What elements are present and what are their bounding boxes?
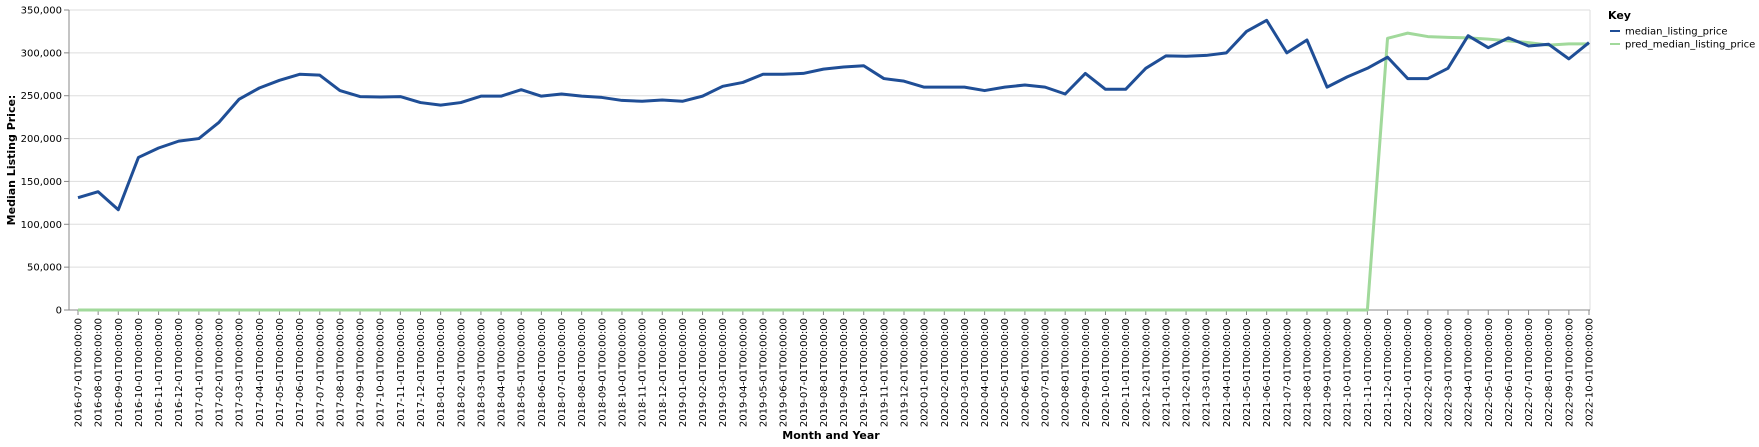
x-tick-label: 2016-09-01T00:00:00 [114, 318, 125, 427]
series-lines [77, 18, 1590, 312]
x-tick-label: 2017-03-01T00:00:00 [235, 318, 246, 427]
x-tick-label: 2019-08-01T00:00:00 [819, 318, 830, 427]
x-tick-label: 2020-11-01T00:00:00 [1121, 318, 1132, 427]
x-tick-label: 2021-06-01T00:00:00 [1262, 318, 1273, 427]
y-tick-label: 50,000 [27, 263, 62, 274]
x-tick-label: 2021-08-01T00:00:00 [1302, 318, 1313, 427]
x-tick-label: 2018-08-01T00:00:00 [577, 318, 588, 427]
x-tick-label: 2017-07-01T00:00:00 [315, 318, 326, 427]
x-tick-label: 2016-07-01T00:00:00 [74, 318, 85, 427]
x-tick-label: 2018-11-01T00:00:00 [638, 318, 649, 427]
x-tick-label: 2017-09-01T00:00:00 [356, 318, 367, 427]
legend-title: Key [1608, 9, 1631, 22]
x-tick-label: 2022-07-01T00:00:00 [1524, 318, 1535, 427]
legend-label: pred_median_listing_price [1625, 40, 1755, 51]
x-tick-label: 2020-07-01T00:00:00 [1041, 318, 1052, 427]
x-tick-label: 2018-02-01T00:00:00 [456, 318, 467, 427]
x-tick-label: 2021-03-01T00:00:00 [1202, 318, 1213, 427]
y-tick-label: 100,000 [21, 220, 62, 231]
x-tick-label: 2019-03-01T00:00:00 [718, 318, 729, 427]
x-tick-label: 2019-07-01T00:00:00 [799, 318, 810, 427]
x-tick-label: 2018-01-01T00:00:00 [436, 318, 447, 427]
x-tick-label: 2018-03-01T00:00:00 [476, 318, 487, 427]
x-tick-label: 2019-12-01T00:00:00 [900, 318, 911, 427]
x-tick-label: 2017-04-01T00:00:00 [255, 318, 266, 427]
x-tick-label: 2021-12-01T00:00:00 [1383, 318, 1394, 427]
x-tick-label: 2021-04-01T00:00:00 [1222, 318, 1233, 427]
x-tick-label: 2022-10-01T00:00:00 [1585, 318, 1596, 427]
x-tick-label: 2020-04-01T00:00:00 [980, 318, 991, 427]
x-tick-label: 2018-05-01T00:00:00 [517, 318, 528, 427]
x-tick-label: 2017-12-01T00:00:00 [416, 318, 427, 427]
x-tick-label: 2022-05-01T00:00:00 [1484, 318, 1495, 427]
y-tick-label: 300,000 [21, 48, 62, 59]
x-tick-label: 2017-01-01T00:00:00 [194, 318, 205, 427]
y-tick-label: 150,000 [21, 177, 62, 188]
x-tick-label: 2022-04-01T00:00:00 [1464, 318, 1475, 427]
x-tick-label: 2017-06-01T00:00:00 [295, 318, 306, 427]
x-tick-label: 2020-09-01T00:00:00 [1081, 318, 1092, 427]
x-tick-label: 2022-01-01T00:00:00 [1403, 318, 1414, 427]
x-tick-label: 2017-10-01T00:00:00 [376, 318, 387, 427]
x-tick-label: 2017-08-01T00:00:00 [335, 318, 346, 427]
x-tick-label: 2018-09-01T00:00:00 [597, 318, 608, 427]
x-tick-label: 2019-02-01T00:00:00 [698, 318, 709, 427]
y-axis-title: Median Listing Price: [5, 95, 18, 226]
x-tick-label: 2021-07-01T00:00:00 [1282, 318, 1293, 427]
x-tick-label: 2018-06-01T00:00:00 [537, 318, 548, 427]
x-tick-label: 2021-02-01T00:00:00 [1182, 318, 1193, 427]
x-tick-label: 2020-05-01T00:00:00 [1000, 318, 1011, 427]
x-tick-label: 2022-08-01T00:00:00 [1544, 318, 1555, 427]
axes [64, 9, 1590, 315]
x-tick-label: 2020-06-01T00:00:00 [1020, 318, 1031, 427]
x-tick-label: 2017-11-01T00:00:00 [396, 318, 407, 427]
x-tick-label: 2019-06-01T00:00:00 [779, 318, 790, 427]
x-tick-label: 2020-08-01T00:00:00 [1061, 318, 1072, 427]
x-tick-label: 2022-03-01T00:00:00 [1443, 318, 1454, 427]
x-tick-label: 2020-10-01T00:00:00 [1101, 318, 1112, 427]
x-tick-label: 2016-11-01T00:00:00 [154, 318, 165, 427]
x-tick-label: 2021-05-01T00:00:00 [1242, 318, 1253, 427]
x-tick-label: 2016-08-01T00:00:00 [94, 318, 105, 427]
legend: Key median_listing_price pred_median_list… [1608, 9, 1755, 51]
x-tick-label: 2018-12-01T00:00:00 [658, 318, 669, 427]
x-tick-label: 2018-04-01T00:00:00 [497, 318, 508, 427]
x-tick-label: 2018-07-01T00:00:00 [557, 318, 568, 427]
y-tick-label: 200,000 [21, 134, 62, 145]
x-tick-label: 2022-02-01T00:00:00 [1423, 318, 1434, 427]
x-tick-label: 2020-02-01T00:00:00 [940, 318, 951, 427]
x-tick-label: 2016-12-01T00:00:00 [174, 318, 185, 427]
series-line-pred_median_listing_price [78, 31, 1589, 312]
y-tick-label: 0 [56, 306, 62, 317]
y-tick-label: 250,000 [21, 91, 62, 102]
x-tick-label: 2021-09-01T00:00:00 [1323, 318, 1334, 427]
y-tick-labels: 0 50,000 100,000 150,000 200,000 250,000 300,0… [21, 6, 62, 317]
x-tick-label: 2021-11-01T00:00:00 [1363, 318, 1374, 427]
x-tick-label: 2017-05-01T00:00:00 [275, 318, 286, 427]
x-tick-label: 2019-05-01T00:00:00 [758, 318, 769, 427]
x-tick-label: 2020-01-01T00:00:00 [920, 318, 931, 427]
gridlines [69, 9, 1591, 311]
x-tick-labels: 2016-07-01T00:00:00 2016-08-01T00:00:00 20… [74, 318, 1596, 427]
x-tick-label: 2019-01-01T00:00:00 [678, 318, 689, 427]
x-tick-label: 2016-10-01T00:00:00 [134, 318, 145, 427]
x-tick-label: 2022-06-01T00:00:00 [1504, 318, 1515, 427]
series-line-median_listing_price [77, 18, 1590, 212]
y-tick-label: 350,000 [21, 6, 62, 17]
x-tick-label: 2019-04-01T00:00:00 [738, 318, 749, 427]
x-tick-label: 2019-11-01T00:00:00 [879, 318, 890, 427]
x-tick-label: 2022-09-01T00:00:00 [1564, 318, 1575, 427]
x-tick-label: 2017-02-01T00:00:00 [215, 318, 226, 427]
x-tick-label: 2019-10-01T00:00:00 [859, 318, 870, 427]
x-axis-title: Month and Year [782, 429, 880, 442]
x-tick-label: 2021-10-01T00:00:00 [1343, 318, 1354, 427]
legend-label: median_listing_price [1625, 27, 1728, 38]
x-tick-label: 2021-01-01T00:00:00 [1161, 318, 1172, 427]
x-tick-label: 2018-10-01T00:00:00 [617, 318, 628, 427]
x-tick-label: 2020-03-01T00:00:00 [960, 318, 971, 427]
x-tick-label: 2020-12-01T00:00:00 [1141, 318, 1152, 427]
x-tick-label: 2019-09-01T00:00:00 [839, 318, 850, 427]
